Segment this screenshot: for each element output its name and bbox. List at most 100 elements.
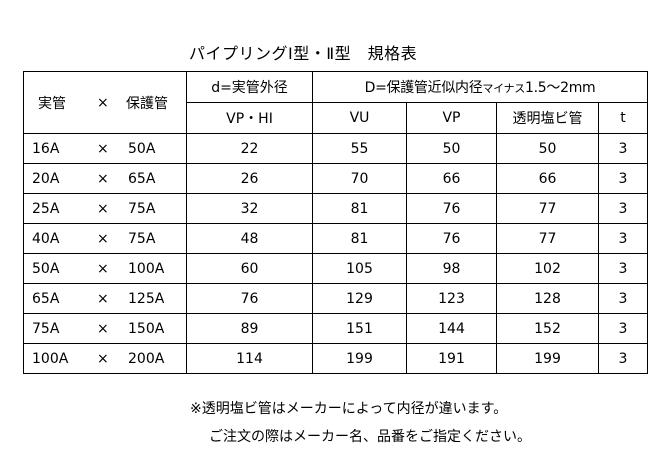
t-value: 3 [598,193,648,224]
header-protect-label: 保護管 [126,95,168,112]
size-cell: 40A × 75A [23,223,187,254]
vu-value: 55 [312,133,407,164]
table-subheader-row: VP・HI VU VP 透明塩ビ管 t [24,102,648,134]
size-cell: 100A × 200A [23,343,187,374]
header-D-tail: 1.5～2mm [525,80,596,96]
subheader-vphi: VP・HI [186,102,313,134]
times-sign: × [97,350,109,367]
vu-value: 105 [312,253,407,284]
header-d-label: d=実管外径 [186,71,313,103]
d-value: 76 [186,283,313,314]
t-value: 3 [598,133,648,164]
vp-value: 76 [406,193,497,224]
vp-value: 76 [406,223,497,254]
table-header-row: 実管 × 保護管 d=実管外径 D=保護管近似内径マイナス1.5～2mm [23,71,648,134]
table-row: 100A × 200A 114 199 191 199 3 [23,343,648,374]
table-row: 75A × 150A 89 151 144 152 3 [23,313,648,344]
times-sign: × [97,200,109,217]
size-cell: 75A × 150A [23,313,187,344]
header-D-label: D=保護管近似内径マイナス1.5～2mm [365,80,596,96]
t-value: 3 [598,343,648,374]
vu-value: 151 [312,313,407,344]
header-D-small: マイナス [482,82,526,95]
header-pipe-label: 実管 [38,95,66,112]
times-sign: × [97,230,109,247]
vp-value: 123 [406,283,497,314]
transparent-value: 152 [496,313,599,344]
d-value: 32 [186,193,313,224]
pipe-size: 25A [32,200,60,217]
t-value: 3 [598,223,648,254]
table-row: 20A × 65A 26 70 66 66 3 [23,163,648,194]
vu-value: 81 [312,223,407,254]
protect-size: 200A [128,350,165,367]
table-row: 40A × 75A 48 81 76 77 3 [23,223,648,254]
d-value: 89 [186,313,313,344]
subheader-vp: VP [406,102,497,134]
t-value: 3 [598,313,648,344]
d-value: 114 [186,343,313,374]
pipe-size: 40A [32,230,60,247]
times-sign: × [97,170,109,187]
pipe-size: 20A [32,170,60,187]
t-value: 3 [598,163,648,194]
vu-value: 199 [312,343,407,374]
transparent-value: 77 [496,193,599,224]
protect-size: 150A [128,320,165,337]
transparent-value: 199 [496,343,599,374]
header-times: × [97,94,109,111]
times-sign: × [97,260,109,277]
size-cell: 16A × 50A [23,133,187,164]
transparent-value: 128 [496,283,599,314]
t-value: 3 [598,283,648,314]
d-value: 60 [186,253,313,284]
size-cell: 25A × 75A [23,193,187,224]
vp-value: 191 [406,343,497,374]
size-cell: 50A × 100A [23,253,187,284]
transparent-value: 66 [496,163,599,194]
subheader-vu: VU [312,102,407,134]
header-D-cell: D=保護管近似内径マイナス1.5～2mm [312,71,648,103]
d-value: 48 [186,223,313,254]
times-sign: × [97,320,109,337]
vp-value: 98 [406,253,497,284]
t-value: 3 [598,253,648,284]
d-value: 26 [186,163,313,194]
vp-value: 144 [406,313,497,344]
protect-size: 75A [128,200,156,217]
subheader-t: t [598,102,648,134]
vp-value: 66 [406,163,497,194]
transparent-value: 50 [496,133,599,164]
header-pipe-cell: 実管 × 保護管 [23,71,187,134]
header-D-main: D=保護管近似内径 [364,80,483,96]
page-title: パイプリングⅠ型・Ⅱ型 規格表 [189,44,418,63]
times-sign: × [97,140,109,157]
subheader-transparent: 透明塩ビ管 [496,102,599,134]
note-transparent-pipe: ※透明塩ビ管はメーカーによって内径が違います。 [190,401,508,417]
size-cell: 20A × 65A [23,163,187,194]
table-row: 16A × 50A 22 55 50 50 3 [23,133,648,164]
vu-value: 81 [312,193,407,224]
spec-table: 実管 × 保護管 d=実管外径 D=保護管近似内径マイナス1.5～2mm VP・… [23,71,648,374]
times-sign: × [97,290,109,307]
transparent-value: 102 [496,253,599,284]
size-cell: 65A × 125A [23,283,187,314]
protect-size: 65A [128,170,156,187]
protect-size: 75A [128,230,156,247]
vp-value: 50 [406,133,497,164]
protect-size: 100A [128,260,165,277]
protect-size: 125A [128,290,165,307]
d-value: 22 [186,133,313,164]
pipe-size: 16A [32,140,60,157]
table-row: 25A × 75A 32 81 76 77 3 [23,193,648,224]
protect-size: 50A [128,140,156,157]
table-row: 65A × 125A 76 129 123 128 3 [23,283,648,314]
vu-value: 129 [312,283,407,314]
note-order: ご注文の際はメーカー名、品番をご指定ください。 [209,429,531,445]
pipe-size: 65A [32,290,60,307]
pipe-size: 50A [32,260,60,277]
pipe-size: 100A [32,350,69,367]
transparent-value: 77 [496,223,599,254]
pipe-size: 75A [32,320,60,337]
vu-value: 70 [312,163,407,194]
